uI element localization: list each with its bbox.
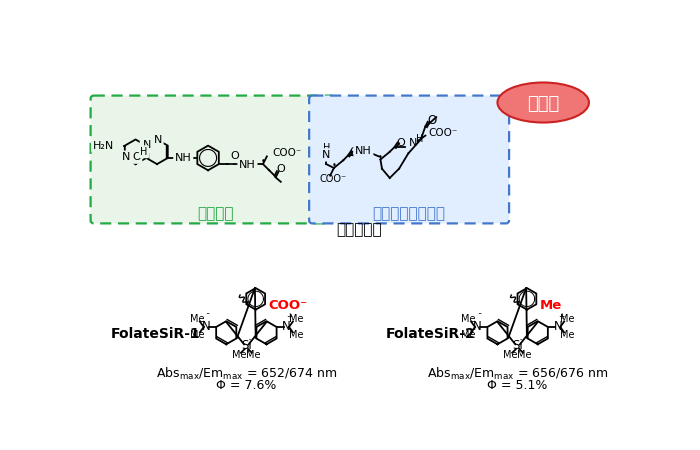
Text: N: N xyxy=(322,150,330,160)
Text: NH: NH xyxy=(175,153,192,163)
FancyBboxPatch shape xyxy=(309,95,509,223)
Ellipse shape xyxy=(498,82,589,122)
Text: Me: Me xyxy=(461,314,475,324)
Text: ˉ: ˉ xyxy=(206,313,210,322)
Text: Me: Me xyxy=(560,314,575,324)
Text: COO⁻: COO⁻ xyxy=(272,148,302,158)
Text: Abs$_{\mathregular{max}}$/Em$_{\mathregular{max}}$ = 656/676 nm: Abs$_{\mathregular{max}}$/Em$_{\mathregu… xyxy=(427,365,608,382)
Text: O: O xyxy=(231,151,239,162)
Text: O: O xyxy=(276,165,285,175)
Text: NH: NH xyxy=(239,160,256,170)
Text: N: N xyxy=(141,141,150,151)
Text: Me: Me xyxy=(232,350,246,360)
Text: COO⁻: COO⁻ xyxy=(268,299,307,312)
Text: +: + xyxy=(286,312,293,321)
Text: •: • xyxy=(260,158,265,166)
Text: ＜荱光団＞: ＜荱光団＞ xyxy=(336,222,382,237)
Text: Si: Si xyxy=(241,338,252,351)
Text: N: N xyxy=(153,135,162,145)
Text: Me: Me xyxy=(517,350,532,360)
Text: FolateSiR-2: FolateSiR-2 xyxy=(386,327,475,341)
Text: Φ = 7.6%: Φ = 7.6% xyxy=(216,378,276,392)
Text: COO⁻: COO⁻ xyxy=(428,128,458,138)
Text: FolateSiR-1: FolateSiR-1 xyxy=(111,327,200,341)
Text: Me: Me xyxy=(560,330,575,340)
FancyBboxPatch shape xyxy=(90,95,333,223)
Text: 葉酸部位: 葉酸部位 xyxy=(197,206,234,221)
Text: H₂N: H₂N xyxy=(92,141,114,151)
Text: O: O xyxy=(132,152,141,162)
Text: H: H xyxy=(323,143,330,153)
Text: H: H xyxy=(416,134,423,144)
Text: 荱光団: 荱光団 xyxy=(527,95,559,113)
Text: H: H xyxy=(140,147,148,157)
Text: O: O xyxy=(427,114,436,127)
Text: Me: Me xyxy=(540,299,561,312)
Text: Me: Me xyxy=(461,330,475,340)
Text: O: O xyxy=(350,147,358,157)
Text: N: N xyxy=(202,320,211,333)
Text: N: N xyxy=(121,152,130,162)
Text: N: N xyxy=(473,320,482,333)
Text: Abs$_{\mathregular{max}}$/Em$_{\mathregular{max}}$ = 652/674 nm: Abs$_{\mathregular{max}}$/Em$_{\mathregu… xyxy=(155,365,337,382)
Text: Si: Si xyxy=(512,338,523,351)
Text: N: N xyxy=(143,140,151,150)
Text: Φ = 5.1%: Φ = 5.1% xyxy=(487,378,548,392)
Text: Me: Me xyxy=(190,314,204,324)
Text: NH: NH xyxy=(355,146,372,156)
Text: •: • xyxy=(332,161,337,170)
Text: N: N xyxy=(554,320,562,333)
Text: COO⁻: COO⁻ xyxy=(320,174,347,184)
Text: ˉ: ˉ xyxy=(477,313,481,322)
Text: O: O xyxy=(396,138,405,148)
Text: N: N xyxy=(282,320,291,333)
Text: +: + xyxy=(558,312,564,321)
Text: N: N xyxy=(409,138,417,148)
Text: ペプチドリンカー: ペプチドリンカー xyxy=(372,206,446,221)
Text: Me: Me xyxy=(190,330,204,340)
Text: Me: Me xyxy=(246,350,260,360)
Text: •: • xyxy=(378,153,383,162)
Text: Me: Me xyxy=(288,314,303,324)
Text: Me: Me xyxy=(288,330,303,340)
Text: Me: Me xyxy=(503,350,518,360)
